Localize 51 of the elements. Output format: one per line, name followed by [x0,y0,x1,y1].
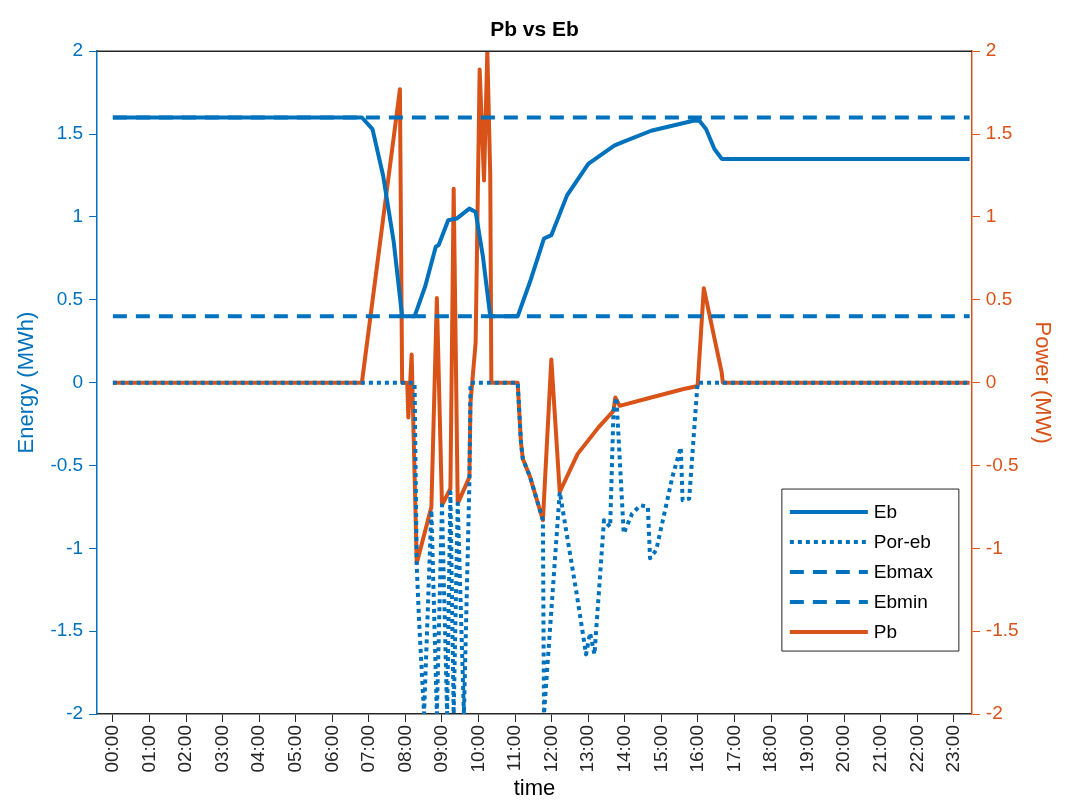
x-tick-label: 08:00 [393,725,415,773]
x-tick-label: 15:00 [649,725,671,773]
legend-label: Eb [873,501,898,523]
y-tick-label: 2 [72,39,84,61]
x-tick-label: 09:00 [430,725,452,773]
x-tick-label: 16:00 [686,725,708,773]
x-tick-label: 23:00 [942,725,964,773]
legend-label: Ebmax [873,561,934,583]
x-tick-label: 00:00 [101,725,123,773]
x-tick-label: 07:00 [357,725,379,773]
x-tick-label: 02:00 [174,725,196,773]
x-tick-label: 03:00 [210,725,232,773]
y2-tick-label: -0.5 [985,453,1019,475]
y-tick-label: -2 [66,702,84,724]
y-axis-title: Energy (MWh) [13,311,39,454]
x-tick-label: 11:00 [503,725,525,772]
y2-tick-label: 0.5 [985,288,1013,309]
y2-tick-label: -2 [985,702,1003,724]
x-tick-label: 14:00 [613,725,635,773]
y-tick-label: -1 [66,536,84,558]
y-tick-label: 1 [72,205,84,227]
x-tick-label: 20:00 [832,725,854,773]
x-tick-label: 17:00 [722,725,744,773]
y-tick-label: -0.5 [50,453,84,475]
x-tick-label: 12:00 [539,725,561,773]
y-tick-label: 1.5 [56,122,84,144]
x-tick-label: 21:00 [869,725,891,773]
legend-label: Por-eb [873,531,931,553]
y2-tick-label: 1.5 [985,122,1013,144]
y2-tick-label: 1 [985,205,997,227]
legend-label: Ebmin [873,591,928,613]
y2-axis-title: Power (MW) [1030,321,1056,444]
y2-tick-label: -1.5 [985,619,1019,641]
chart-title: Pb vs Eb [490,17,579,41]
y-tick-label: 0.5 [56,288,84,309]
y2-tick-label: 0 [985,370,997,392]
y2-tick-label: 2 [985,39,997,61]
y-tick-label: -1.5 [50,619,84,641]
x-tick-label: 13:00 [576,725,598,773]
x-axis-title: time [513,774,556,800]
x-tick-label: 06:00 [320,725,342,773]
x-tick-label: 18:00 [759,725,781,773]
x-tick-label: 10:00 [466,725,488,773]
x-tick-label: 04:00 [247,725,269,773]
x-tick-label: 22:00 [905,725,927,773]
y2-tick-label: -1 [985,536,1003,558]
x-tick-label: 19:00 [795,725,817,773]
y-tick-label: 0 [72,370,84,392]
x-tick-label: 05:00 [283,725,305,773]
legend-label: Pb [873,621,898,643]
x-tick-label: 01:00 [137,725,159,773]
